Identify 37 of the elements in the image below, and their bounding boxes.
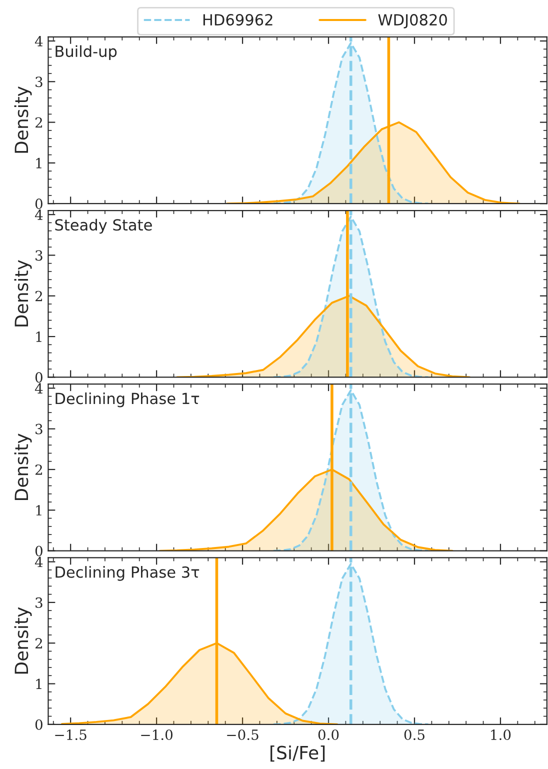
y-axis-title: Density [14, 434, 32, 500]
y-axis-title: Density [14, 260, 32, 326]
y-tick-label: 3 [36, 597, 42, 608]
y-tick-label: 2 [35, 638, 42, 648]
y-axis-title: Density [14, 607, 32, 674]
y-tick-label: 0 [35, 546, 42, 556]
y-tick-label: 1 [36, 505, 42, 516]
y-tick-label: 4 [34, 383, 43, 394]
annotation: Build-up [56, 45, 117, 60]
y-tick-label: 1 [36, 158, 42, 168]
x-tick-label: −1.0 [141, 730, 172, 740]
y-tick-label: 2 [35, 464, 42, 475]
y-tick-label: 4 [34, 210, 43, 220]
annotation: Declining Phase 1τ [56, 392, 200, 408]
y-tick-label: 0 [35, 372, 42, 383]
y-tick-label: 3 [36, 76, 42, 88]
x-tick-label: −0.5 [227, 730, 258, 740]
annotation: Steady State [55, 218, 152, 234]
x-tick-label: 1.0 [491, 730, 511, 740]
y-tick-label: 4 [34, 556, 43, 568]
y-tick-label: 1 [36, 678, 42, 690]
x-tick-label: 0.0 [318, 730, 339, 740]
x-tick-label: −1.5 [55, 730, 86, 740]
y-tick-label: 4 [34, 36, 43, 46]
legend-label: HD69962 [203, 14, 272, 26]
y-axis-title: Density [14, 86, 32, 153]
y-tick-label: 0 [35, 198, 42, 210]
y-tick-label: 2 [35, 290, 42, 302]
y-tick-label: 3 [36, 250, 42, 261]
y-tick-label: 1 [36, 332, 42, 342]
y-tick-label: 0 [35, 719, 42, 730]
annotation: Declining Phase 3τ [56, 566, 200, 581]
x-axis-title: [Si/Fe] [270, 745, 325, 762]
x-tick-label: 0.5 [404, 730, 424, 740]
y-tick-label: 2 [35, 117, 42, 128]
legend-label: WDJ0820 [378, 14, 447, 28]
y-tick-label: 3 [36, 424, 42, 434]
